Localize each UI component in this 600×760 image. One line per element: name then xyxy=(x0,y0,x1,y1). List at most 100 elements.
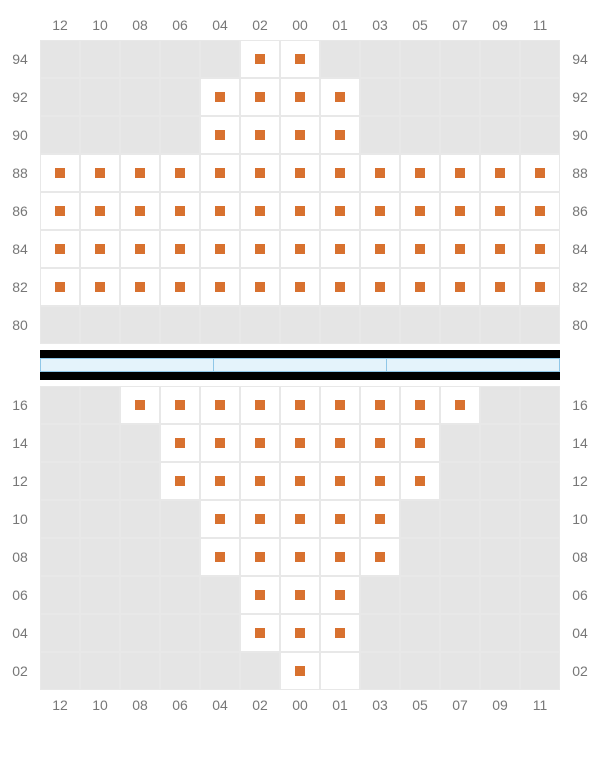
seat-cell[interactable] xyxy=(160,462,200,500)
seat-cell[interactable] xyxy=(120,154,160,192)
seat-cell[interactable] xyxy=(200,116,240,154)
seat-cell[interactable] xyxy=(80,230,120,268)
seat-cell[interactable] xyxy=(280,424,320,462)
seat-cell[interactable] xyxy=(280,154,320,192)
seat-cell[interactable] xyxy=(320,386,360,424)
seat-cell[interactable] xyxy=(240,500,280,538)
seat-cell[interactable] xyxy=(280,576,320,614)
seat-cell[interactable] xyxy=(240,230,280,268)
seat-cell[interactable] xyxy=(80,268,120,306)
seat-cell[interactable] xyxy=(280,538,320,576)
seat-cell[interactable] xyxy=(160,230,200,268)
seat-cell[interactable] xyxy=(360,268,400,306)
seat-cell[interactable] xyxy=(200,500,240,538)
seat-cell[interactable] xyxy=(320,576,360,614)
seat-cell[interactable] xyxy=(400,230,440,268)
seat-cell[interactable] xyxy=(160,268,200,306)
seat-cell[interactable] xyxy=(80,154,120,192)
seat-cell[interactable] xyxy=(440,386,480,424)
seat-cell[interactable] xyxy=(240,576,280,614)
seat-cell[interactable] xyxy=(200,462,240,500)
seat-cell[interactable] xyxy=(280,614,320,652)
seat-cell[interactable] xyxy=(320,268,360,306)
seat-cell[interactable] xyxy=(240,268,280,306)
seat-cell[interactable] xyxy=(400,268,440,306)
seat-cell[interactable] xyxy=(40,268,80,306)
seat-cell[interactable] xyxy=(40,192,80,230)
seat-cell[interactable] xyxy=(240,78,280,116)
seat-cell[interactable] xyxy=(360,192,400,230)
seat-cell[interactable] xyxy=(320,614,360,652)
seat-cell[interactable] xyxy=(120,268,160,306)
seat-cell[interactable] xyxy=(320,154,360,192)
seat-cell[interactable] xyxy=(200,78,240,116)
seat-cell[interactable] xyxy=(440,154,480,192)
seat-cell[interactable] xyxy=(240,538,280,576)
seat-cell[interactable] xyxy=(200,192,240,230)
seat-cell[interactable] xyxy=(360,230,400,268)
seat-cell[interactable] xyxy=(520,192,560,230)
seat-cell[interactable] xyxy=(240,424,280,462)
seat-cell[interactable] xyxy=(240,192,280,230)
seat-cell[interactable] xyxy=(280,268,320,306)
seat-cell[interactable] xyxy=(240,614,280,652)
seat-cell[interactable] xyxy=(200,386,240,424)
seat-cell[interactable] xyxy=(320,192,360,230)
seat-cell[interactable] xyxy=(400,154,440,192)
seat-cell[interactable] xyxy=(400,386,440,424)
seat-cell[interactable] xyxy=(520,230,560,268)
seat-cell[interactable] xyxy=(200,538,240,576)
seat-cell[interactable] xyxy=(320,538,360,576)
seat-cell[interactable] xyxy=(240,154,280,192)
seat-cell[interactable] xyxy=(160,386,200,424)
seat-cell[interactable] xyxy=(200,268,240,306)
seat-cell[interactable] xyxy=(320,424,360,462)
seat-cell[interactable] xyxy=(200,154,240,192)
seat-cell[interactable] xyxy=(360,500,400,538)
seat-cell[interactable] xyxy=(400,424,440,462)
seat-cell[interactable] xyxy=(280,116,320,154)
seat-cell[interactable] xyxy=(240,386,280,424)
seat-cell[interactable] xyxy=(200,424,240,462)
seat-cell[interactable] xyxy=(360,462,400,500)
seat-cell[interactable] xyxy=(440,230,480,268)
seat-cell[interactable] xyxy=(280,462,320,500)
seat-cell[interactable] xyxy=(480,154,520,192)
seat-cell[interactable] xyxy=(240,116,280,154)
seat-cell[interactable] xyxy=(200,230,240,268)
seat-cell[interactable] xyxy=(40,154,80,192)
seat-cell[interactable] xyxy=(480,192,520,230)
seat-cell[interactable] xyxy=(120,386,160,424)
seat-cell[interactable] xyxy=(360,424,400,462)
seat-cell[interactable] xyxy=(440,192,480,230)
seat-cell[interactable] xyxy=(40,230,80,268)
seat-cell[interactable] xyxy=(320,230,360,268)
seat-cell[interactable] xyxy=(520,268,560,306)
seat-cell[interactable] xyxy=(240,40,280,78)
seat-cell[interactable] xyxy=(360,154,400,192)
seat-cell[interactable] xyxy=(120,192,160,230)
seat-cell[interactable] xyxy=(400,462,440,500)
seat-cell[interactable] xyxy=(440,268,480,306)
seat-cell[interactable] xyxy=(280,40,320,78)
seat-cell[interactable] xyxy=(320,78,360,116)
seat-cell[interactable] xyxy=(360,386,400,424)
seat-cell[interactable] xyxy=(160,154,200,192)
seat-cell[interactable] xyxy=(360,538,400,576)
seat-cell[interactable] xyxy=(240,462,280,500)
seat-cell[interactable] xyxy=(400,192,440,230)
seat-cell[interactable] xyxy=(120,230,160,268)
seat-cell[interactable] xyxy=(280,192,320,230)
seat-cell[interactable] xyxy=(280,78,320,116)
seat-cell[interactable] xyxy=(160,192,200,230)
seat-cell[interactable] xyxy=(280,500,320,538)
seat-cell[interactable] xyxy=(160,424,200,462)
seat-cell[interactable] xyxy=(280,386,320,424)
seat-cell[interactable] xyxy=(320,500,360,538)
seat-cell[interactable] xyxy=(480,268,520,306)
seat-cell[interactable] xyxy=(80,192,120,230)
seat-cell[interactable] xyxy=(280,652,320,690)
seat-cell[interactable] xyxy=(480,230,520,268)
seat-cell[interactable] xyxy=(320,462,360,500)
seat-cell[interactable] xyxy=(520,154,560,192)
